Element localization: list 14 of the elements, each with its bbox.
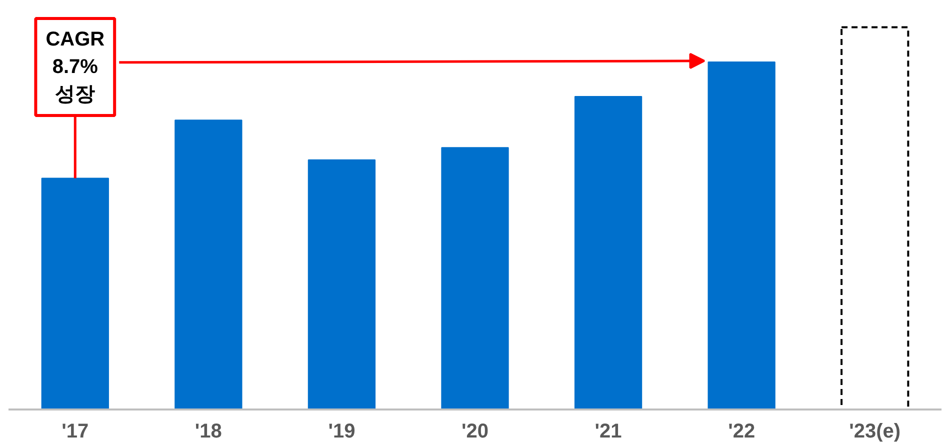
x-tick-label: '21 [594, 420, 622, 442]
x-tick-label: '22 [728, 420, 756, 442]
bar [174, 120, 242, 410]
x-tick-label: '17 [62, 420, 89, 442]
annotation: CAGR 8.7% 성장 [46, 28, 106, 106]
x-tick-label: '23(e) [849, 420, 901, 442]
bar [308, 159, 376, 410]
bar [41, 178, 109, 410]
x-tick-label: '20 [462, 420, 489, 442]
bar [441, 147, 509, 410]
x-tick-label: '18 [194, 420, 222, 442]
bar [574, 96, 642, 410]
x-tick-label: '19 [328, 420, 356, 442]
bar [708, 62, 776, 410]
